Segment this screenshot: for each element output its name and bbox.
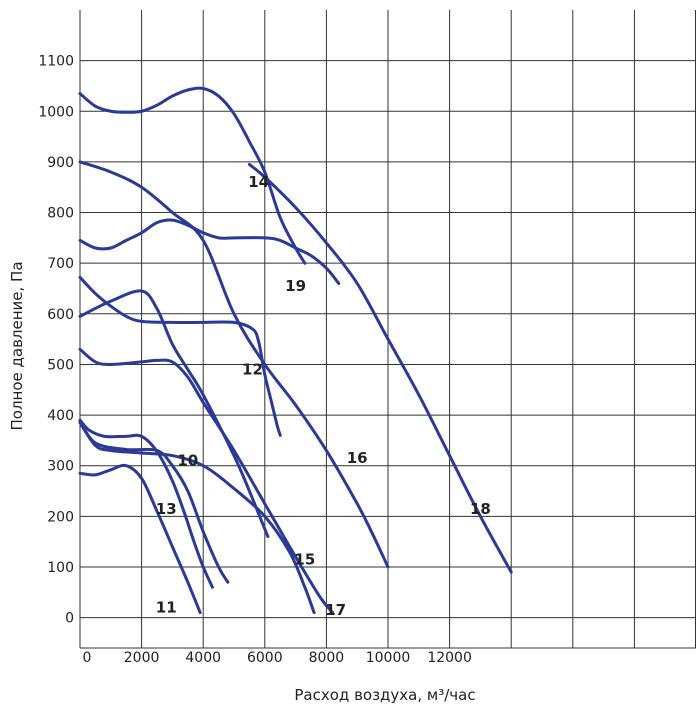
y-tick-label: 900 (47, 155, 74, 171)
x-tick-label: 4000 (185, 650, 221, 666)
y-axis-title: Полное давление, Па (8, 261, 26, 430)
curve-label-12: 12 (242, 361, 263, 379)
curve-label-17: 17 (325, 601, 346, 619)
chart-grid (79, 10, 696, 649)
y-tick-label: 0 (65, 611, 74, 627)
y-tick-label: 300 (47, 459, 74, 475)
curve-label-14: 14 (248, 173, 269, 191)
y-tick-label: 1000 (38, 104, 74, 120)
curve-label-10: 10 (177, 452, 198, 470)
y-tick-label: 100 (47, 560, 74, 576)
y-axis-ticks: 0 100 200 300 400 500 600 700 800 900 1000 1100 (38, 54, 74, 627)
curve-label-13: 13 (156, 500, 177, 518)
curve-label-15: 15 (294, 550, 315, 568)
curve-15 (78, 421, 316, 615)
y-tick-label: 1100 (38, 54, 74, 70)
y-tick-label: 400 (47, 408, 74, 424)
chart-curves (78, 86, 513, 615)
x-tick-label: 10000 (366, 650, 411, 666)
curve-11 (78, 463, 202, 615)
y-tick-label: 500 (47, 357, 74, 373)
y-tick-label: 200 (47, 509, 74, 525)
curve-label-11: 11 (156, 598, 177, 616)
x-tick-label: 6000 (247, 650, 283, 666)
curve-label-16: 16 (347, 449, 368, 467)
curve-14 (78, 86, 307, 265)
x-axis-ticks: 0 2000 4000 6000 8000 10000 12000 (83, 650, 472, 666)
x-tick-label: 8000 (309, 650, 345, 666)
curve-10 (78, 419, 230, 584)
curve-14b (247, 162, 513, 574)
curve-16 (78, 289, 270, 539)
x-tick-label: 12000 (427, 650, 472, 666)
x-tick-label: 0 (83, 650, 92, 666)
curve-labels: 14 19 12 16 18 10 13 15 17 11 (156, 173, 491, 619)
curve-12 (78, 275, 282, 437)
x-tick-label: 2000 (124, 650, 160, 666)
curve-18 (78, 160, 390, 569)
curve-17 (78, 347, 335, 615)
x-axis-title: Расход воздуха, м³/час (294, 686, 475, 704)
y-tick-label: 800 (47, 206, 74, 222)
curve-19 (78, 218, 341, 285)
y-tick-label: 700 (47, 256, 74, 272)
y-tick-label: 600 (47, 307, 74, 323)
curve-label-18: 18 (470, 500, 491, 518)
curve-label-19: 19 (285, 277, 306, 295)
